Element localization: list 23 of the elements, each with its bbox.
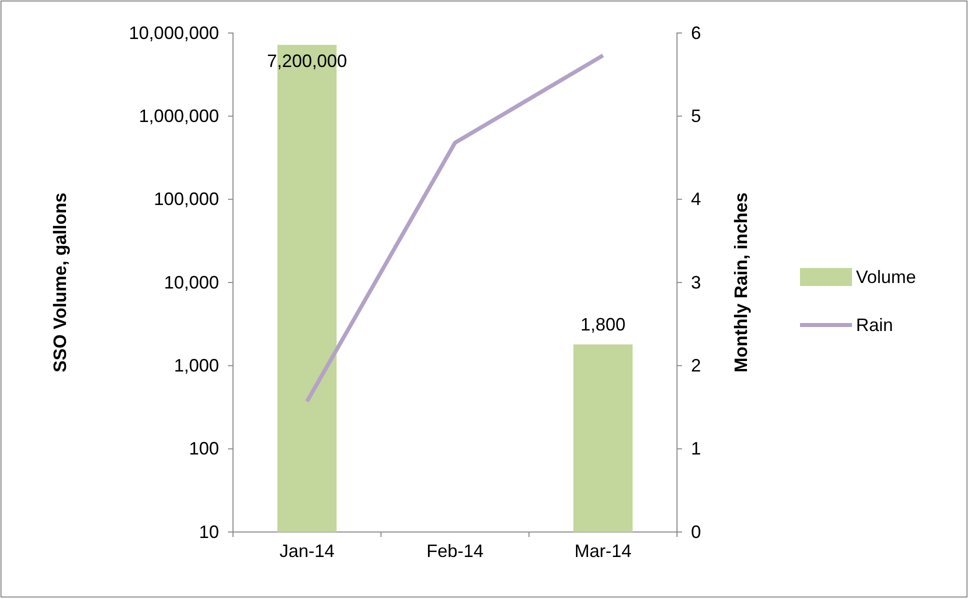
legend-label: Volume xyxy=(856,267,916,287)
y2-tick-label: 2 xyxy=(691,355,702,376)
y-tick-label: 100,000 xyxy=(154,189,219,210)
y2-tick-label: 3 xyxy=(691,272,702,292)
data-label: 1,800 xyxy=(580,314,626,334)
x-tick-label: Jan-14 xyxy=(279,541,335,561)
y-axis-title: SSO Volume, gallons xyxy=(50,192,70,372)
legend-label: Rain xyxy=(856,315,894,335)
data-label: 7,200,000 xyxy=(266,50,348,71)
y2-axis-title: Monthly Rain, inches xyxy=(731,192,751,373)
x-tick-label: Feb-14 xyxy=(426,541,484,561)
y-tick-label: 1,000 xyxy=(174,355,219,376)
x-tick-label: Mar-14 xyxy=(574,541,632,561)
y-tick-label: 10 xyxy=(198,522,219,542)
y2-tick-label: 5 xyxy=(691,106,702,126)
y-tick-label: 10,000,000 xyxy=(128,22,219,43)
y-tick-label: 10,000 xyxy=(164,272,219,292)
y2-tick-label: 6 xyxy=(691,22,702,43)
y2-tick-label: 4 xyxy=(691,189,702,210)
y2-tick-label: 0 xyxy=(691,522,702,542)
y-tick-label: 1,000,000 xyxy=(138,106,219,126)
y2-tick-label: 1 xyxy=(691,438,702,459)
y-tick-label: 100 xyxy=(188,438,219,459)
